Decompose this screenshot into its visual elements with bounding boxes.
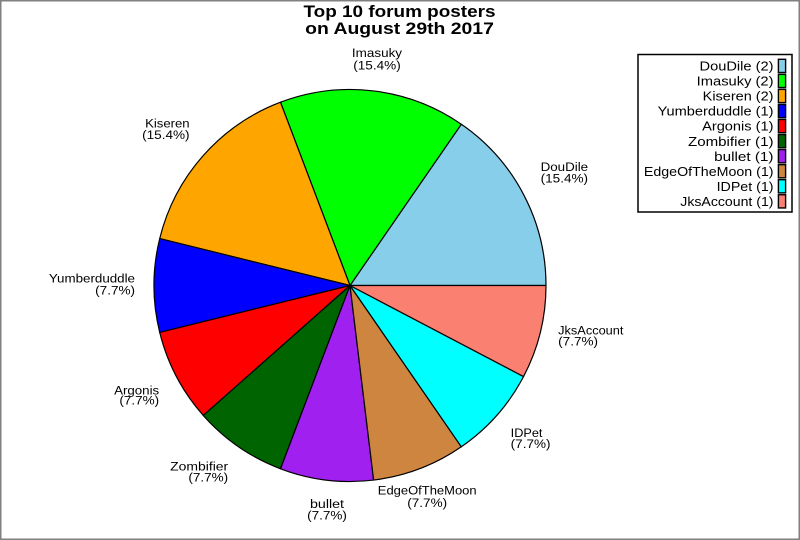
svg-text:(7.7%): (7.7%) [407,496,447,510]
svg-text:Zombifier (1): Zombifier (1) [688,134,774,149]
svg-text:bullet (1): bullet (1) [714,149,773,164]
svg-text:Zombifier: Zombifier [170,460,228,474]
svg-text:Top 10 forum posters: Top 10 forum posters [304,3,496,21]
svg-text:(7.7%): (7.7%) [119,394,159,408]
svg-text:Kiseren: Kiseren [145,117,190,131]
svg-text:on August 29th 2017: on August 29th 2017 [305,20,494,38]
svg-text:EdgeOfTheMoon (1): EdgeOfTheMoon (1) [644,164,774,179]
svg-text:(7.7%): (7.7%) [558,334,598,348]
svg-text:IDPet: IDPet [511,426,543,440]
svg-text:Imasuky: Imasuky [352,46,403,60]
svg-text:(7.7%): (7.7%) [188,471,228,485]
svg-text:Argonis: Argonis [114,384,159,398]
svg-text:(15.4%): (15.4%) [353,59,401,73]
svg-text:Kiseren (2): Kiseren (2) [703,89,774,104]
svg-text:IDPet (1): IDPet (1) [717,179,774,194]
svg-text:(7.7%): (7.7%) [307,508,347,522]
svg-text:EdgeOfTheMoon: EdgeOfTheMoon [378,484,477,498]
svg-text:Yumberduddle (1): Yumberduddle (1) [658,104,774,119]
svg-text:DouDile: DouDile [541,160,589,174]
svg-text:Yumberduddle: Yumberduddle [49,272,135,286]
svg-text:(15.4%): (15.4%) [541,171,589,185]
svg-text:(15.4%): (15.4%) [142,128,190,142]
svg-text:Imasuky (2): Imasuky (2) [697,74,774,89]
svg-text:(7.7%): (7.7%) [511,437,551,451]
svg-text:Argonis (1): Argonis (1) [702,119,773,134]
svg-text:JksAccount (1): JksAccount (1) [680,194,773,209]
svg-text:DouDile (2): DouDile (2) [700,59,774,74]
svg-text:(7.7%): (7.7%) [95,283,135,297]
svg-text:JksAccount: JksAccount [558,323,624,337]
svg-text:bullet: bullet [310,497,345,511]
